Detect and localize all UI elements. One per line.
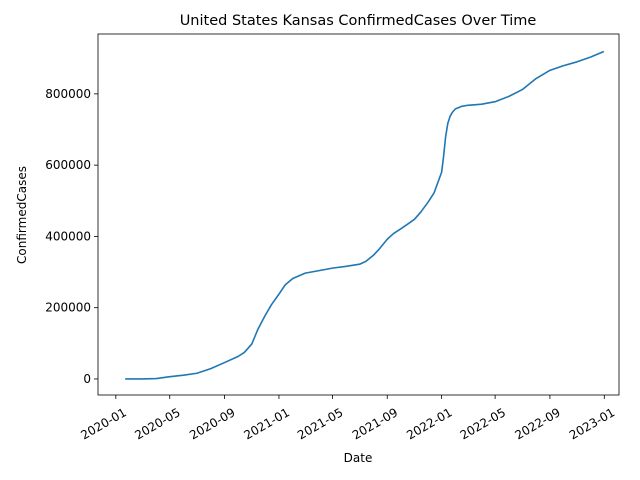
- x-tick-label: 2022-05: [458, 405, 508, 442]
- y-axis: 0 200000 400000 600000 800000: [45, 87, 98, 386]
- y-axis-label: ConfirmedCases: [15, 166, 29, 264]
- y-tick-label: 200000: [45, 301, 91, 315]
- x-tick-label: 2020-01: [78, 405, 128, 442]
- x-tick-label: 2021-01: [242, 405, 292, 442]
- x-axis-label: Date: [344, 451, 373, 465]
- x-tick-label: 2022-09: [512, 405, 562, 442]
- x-tick-label: 2023-01: [567, 405, 617, 442]
- x-tick-label: 2020-09: [187, 405, 237, 442]
- x-axis: 2020-01 2020-05 2020-09 2021-01 2021-05 2021-…: [78, 395, 617, 442]
- y-tick-label: 400000: [45, 229, 91, 243]
- plot-area: [125, 50, 605, 380]
- x-tick-label: 2020-05: [132, 405, 182, 442]
- y-tick-label: 800000: [45, 87, 91, 101]
- y-tick-label: 600000: [45, 158, 91, 172]
- y-tick-label: 0: [83, 372, 91, 386]
- x-tick-label: 2022-01: [404, 405, 454, 442]
- x-tick-label: 2021-05: [295, 405, 345, 442]
- x-tick-label: 2021-09: [350, 405, 400, 442]
- series-line-0: [125, 50, 605, 380]
- plot-frame: [97, 33, 620, 396]
- chart-title: United States Kansas ConfirmedCases Over…: [180, 13, 537, 29]
